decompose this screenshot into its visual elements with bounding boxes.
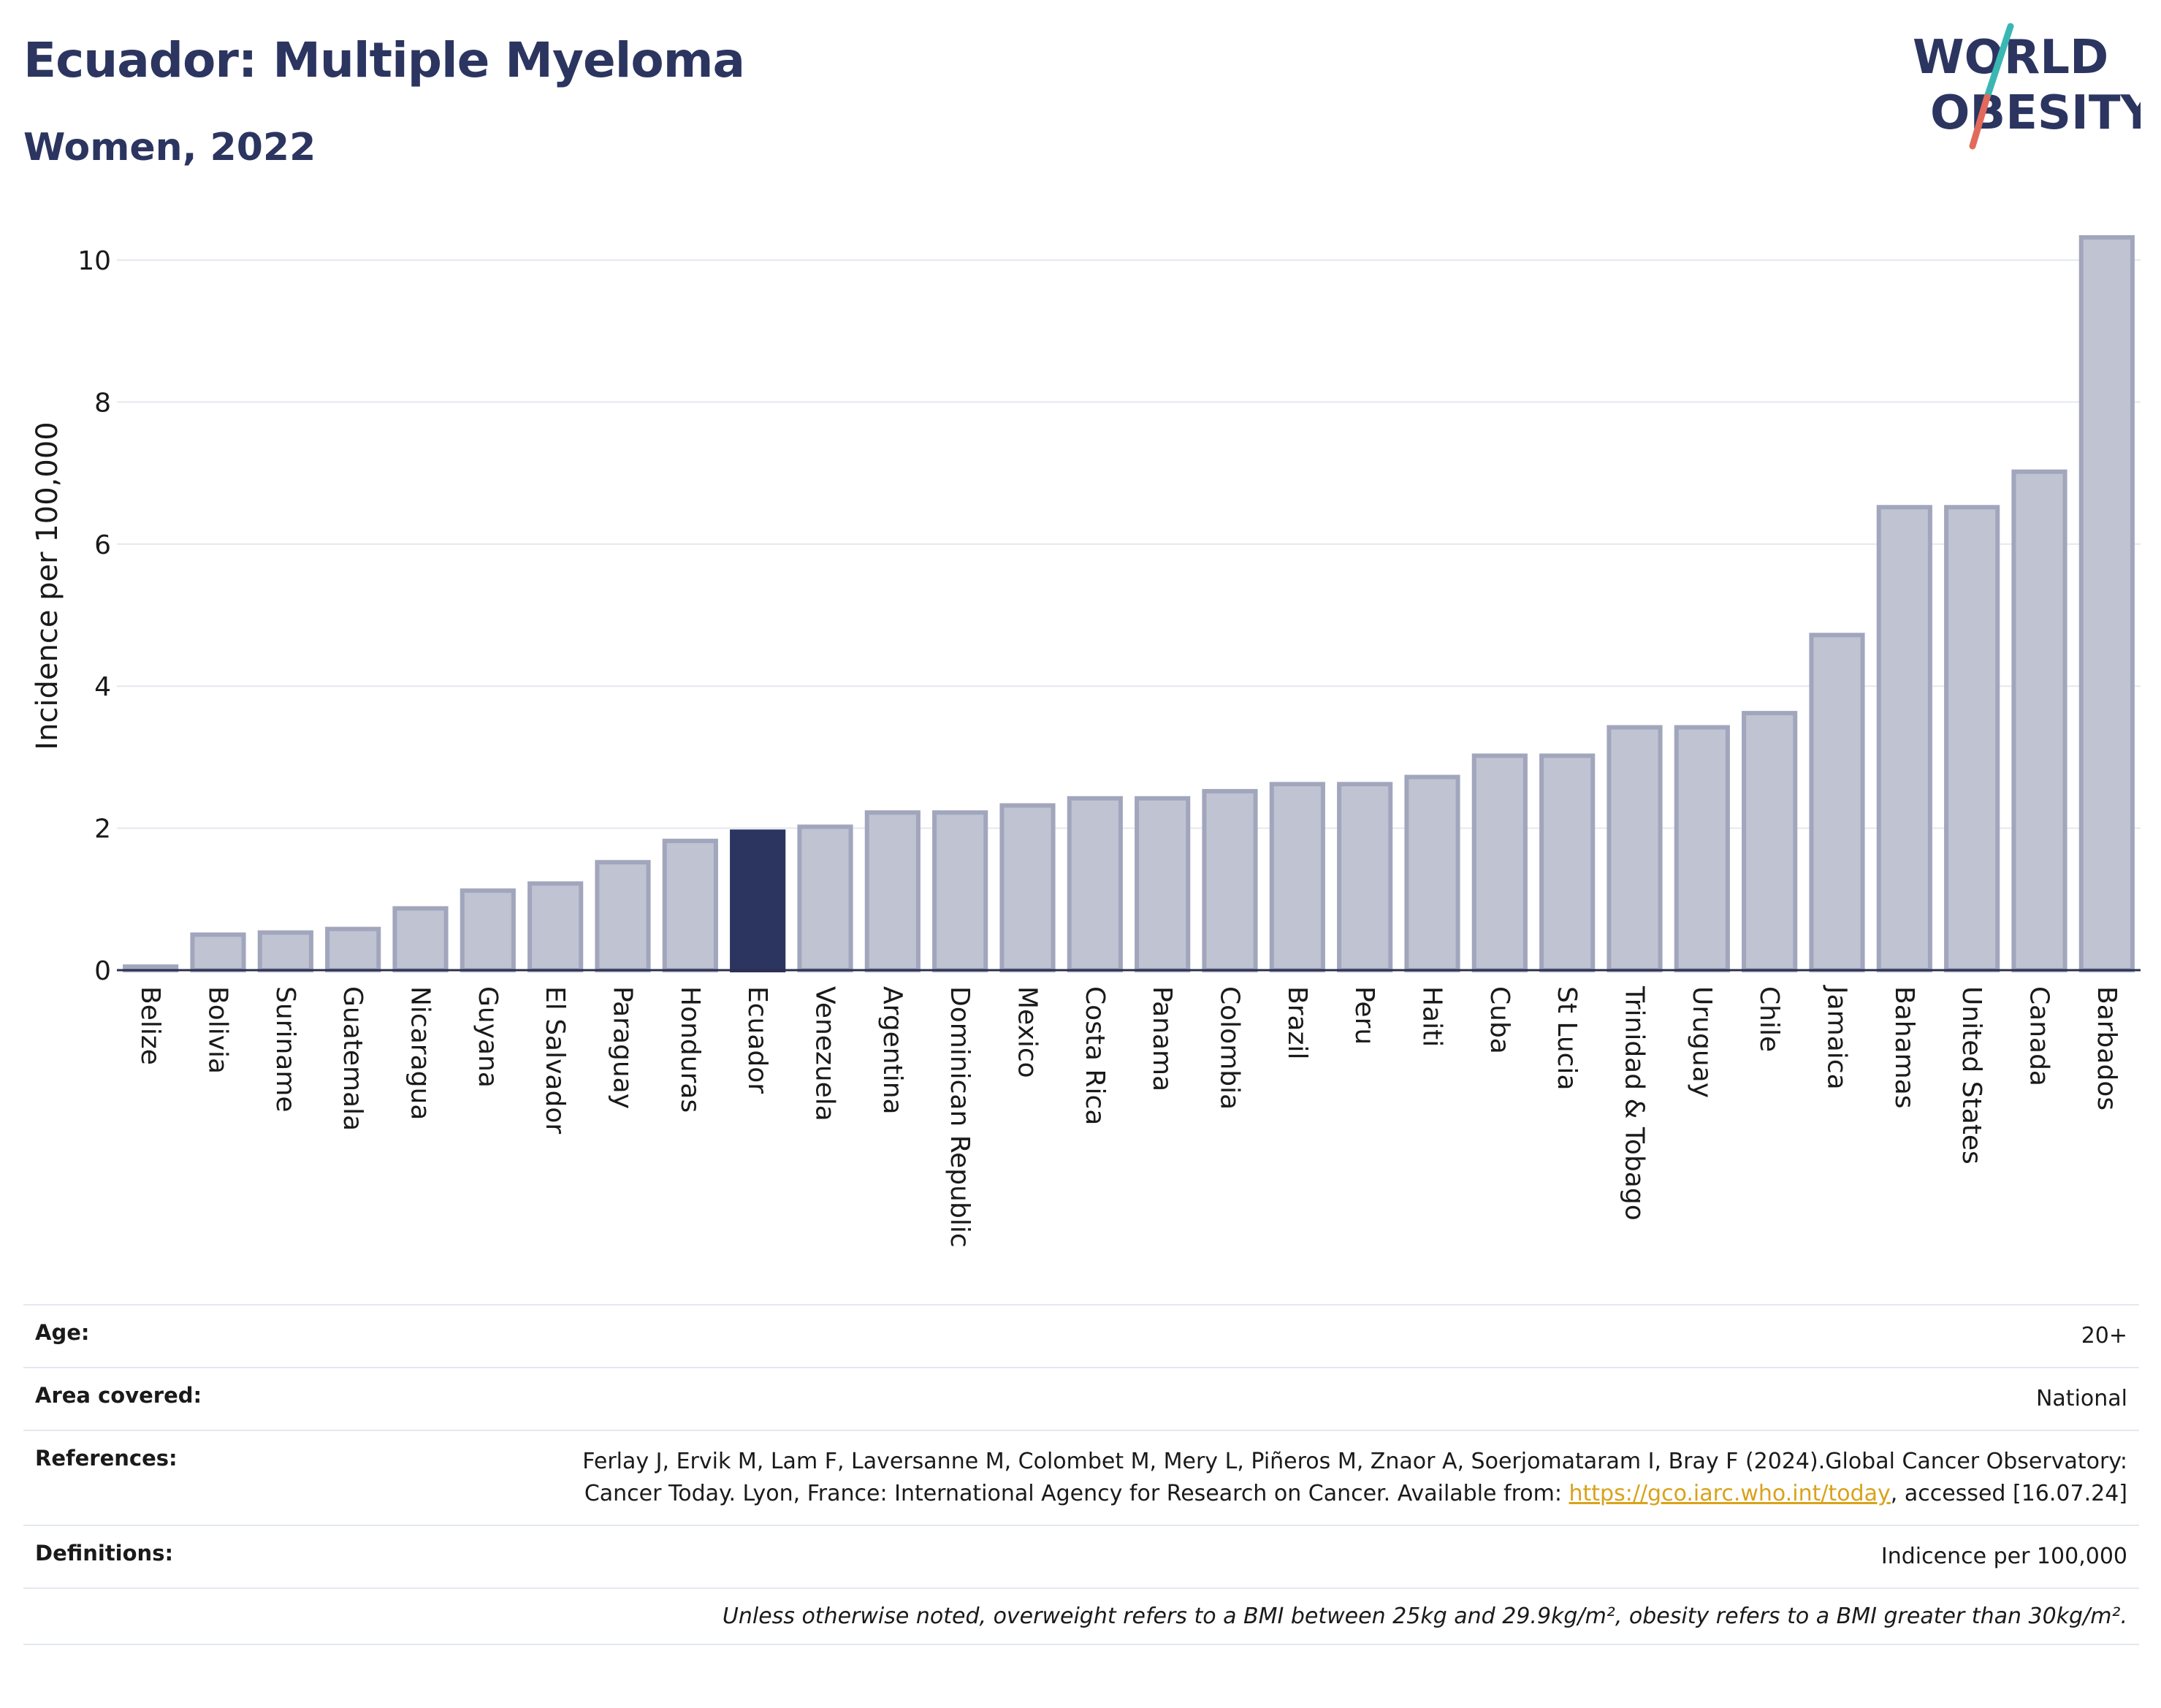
- x-tick-label: Argentina: [877, 986, 907, 1115]
- area-label: Area covered:: [35, 1383, 202, 1408]
- bar-suriname: [257, 930, 313, 973]
- meta-row-area: Area covered: National: [23, 1367, 2139, 1430]
- x-tick-label: Uruguay: [1687, 986, 1717, 1098]
- bar-guyana: [460, 888, 516, 972]
- bar-bolivia: [190, 932, 246, 973]
- bar-ecuador: [730, 829, 786, 972]
- area-value: National: [2035, 1386, 2127, 1411]
- x-axis-labels: Belize Bolivia Suriname Guatemala Nicaragua G…: [135, 985, 2122, 1248]
- meta-row-references: References: Ferlay J, Ervik M, Lam F, La…: [23, 1430, 2139, 1525]
- age-label: Age:: [35, 1320, 90, 1345]
- bar-jamaica: [1809, 633, 1865, 972]
- references-link[interactable]: https://gco.iarc.who.int/today: [1569, 1481, 1891, 1506]
- page-subtitle: Women, 2022: [23, 126, 316, 169]
- bar-guatemala: [325, 926, 381, 973]
- x-tick-label: Colombia: [1215, 986, 1245, 1110]
- meta-row-age: Age: 20+: [23, 1304, 2139, 1367]
- logo-line-world: WORLD: [1913, 31, 2108, 85]
- y-axis-ticks: 0 2 4 6 8 10: [77, 246, 111, 986]
- x-tick-label: Bolivia: [203, 986, 233, 1074]
- definitions-value: Indicence per 100,000: [1880, 1544, 2127, 1569]
- x-tick-label: Paraguay: [608, 986, 638, 1109]
- bars: [123, 235, 2135, 973]
- bar-united-states: [1944, 505, 2000, 972]
- definitions-label: Definitions:: [35, 1541, 174, 1566]
- x-tick-label: Mexico: [1013, 986, 1043, 1078]
- bar-st-lucia: [1539, 753, 1596, 973]
- y-tick-label: 0: [94, 956, 111, 986]
- bar-nicaragua: [392, 906, 449, 973]
- x-tick-label: Brazil: [1282, 986, 1312, 1059]
- y-tick-label: 10: [77, 246, 111, 276]
- x-tick-label: St Lucia: [1552, 986, 1582, 1091]
- bar-paraguay: [595, 860, 651, 972]
- x-tick-label: Cuba: [1485, 986, 1514, 1054]
- x-tick-label: Jamaica: [1822, 985, 1852, 1090]
- logo-slash-top: [1983, 23, 2014, 101]
- bar-mexico: [999, 803, 1056, 972]
- bar-panama: [1135, 796, 1191, 972]
- x-tick-label: Honduras: [675, 986, 705, 1113]
- bar-colombia: [1202, 789, 1258, 973]
- x-tick-label: Suriname: [270, 986, 300, 1113]
- x-tick-label: Peru: [1349, 986, 1379, 1045]
- bar-argentina: [864, 810, 921, 972]
- age-value: 20+: [2081, 1323, 2127, 1349]
- x-tick-label: Barbados: [2092, 986, 2122, 1110]
- references-label: References:: [35, 1446, 178, 1471]
- metadata-table: Age: 20+ Area covered: National Referenc…: [23, 1304, 2139, 1645]
- x-tick-label: Dominican Republic: [945, 986, 975, 1248]
- bar-honduras: [662, 839, 718, 972]
- x-tick-label: Venezuela: [810, 986, 840, 1121]
- references-accessed: , accessed [16.07.24]: [1890, 1481, 2127, 1506]
- y-tick-label: 6: [94, 530, 111, 560]
- bar-brazil: [1269, 782, 1325, 973]
- x-tick-label: Guatemala: [338, 986, 367, 1131]
- x-tick-label: Costa Rica: [1080, 986, 1110, 1125]
- y-tick-label: 8: [94, 388, 111, 418]
- y-tick-label: 2: [94, 815, 111, 845]
- bar-chile: [1742, 711, 1798, 972]
- x-tick-label: El Salvador: [540, 986, 570, 1134]
- x-tick-label: Canada: [2024, 986, 2054, 1086]
- x-tick-label: United States: [1956, 986, 1986, 1164]
- bar-haiti: [1404, 774, 1460, 972]
- y-tick-label: 4: [94, 672, 111, 702]
- bar-uruguay: [1674, 725, 1730, 972]
- x-tick-label: Haiti: [1417, 986, 1447, 1047]
- x-tick-label: Belize: [135, 986, 165, 1065]
- x-tick-label: Guyana: [473, 986, 503, 1088]
- bar-bahamas: [1876, 505, 1932, 972]
- bar-el-salvador: [527, 881, 584, 973]
- bar-venezuela: [797, 824, 853, 972]
- page-title: Ecuador: Multiple Myeloma: [23, 32, 745, 88]
- x-tick-label: Nicaragua: [405, 986, 435, 1120]
- bmi-note: Unless otherwise noted, overweight refer…: [722, 1604, 2127, 1629]
- bar-peru: [1337, 782, 1393, 973]
- bar-trinidad-tobago: [1607, 725, 1663, 972]
- bar-canada: [2011, 469, 2067, 972]
- world-obesity-logo: WORLD OBESITY: [1913, 23, 2141, 150]
- bar-cuba: [1471, 753, 1528, 973]
- bar-chart: 0 2 4 6 8 10 Incidence per 100,000 Belize Boli…: [31, 235, 2141, 1248]
- meta-row-definitions: Definitions: Indicence per 100,000: [23, 1525, 2139, 1587]
- bar-dominican-republic: [932, 810, 988, 972]
- references-text: Ferlay J, Ervik M, Lam F, Laversanne M, …: [582, 1449, 2127, 1506]
- y-axis-title: Incidence per 100,000: [31, 422, 64, 750]
- bar-barbados: [2078, 235, 2135, 972]
- x-tick-label: Panama: [1147, 986, 1177, 1091]
- logo-slash-bottom: [1969, 94, 1991, 150]
- meta-row-note: Unless otherwise noted, overweight refer…: [23, 1587, 2139, 1645]
- logo-line-obesity: OBESITY: [1930, 86, 2141, 140]
- x-tick-label: Bahamas: [1889, 986, 1919, 1109]
- x-tick-label: Trinidad & Tobago: [1620, 985, 1650, 1221]
- x-tick-label: Chile: [1754, 986, 1784, 1052]
- bar-costa-rica: [1067, 796, 1123, 972]
- x-tick-label: Ecuador: [742, 986, 772, 1094]
- references-value: Ferlay J, Ervik M, Lam F, Laversanne M, …: [557, 1446, 2127, 1510]
